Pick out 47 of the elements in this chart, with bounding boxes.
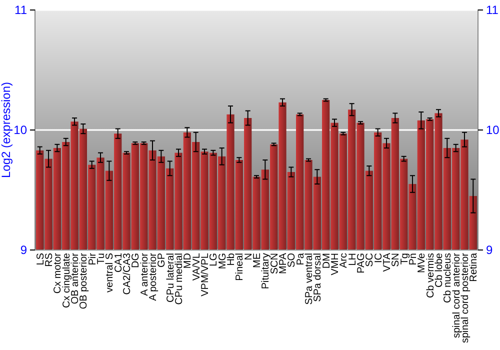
x-tick-label: SO: [286, 252, 298, 268]
x-tick-label: OB posterior: [78, 252, 90, 310]
y2-tick-label: 10: [486, 122, 500, 137]
x-tick-label: N: [243, 253, 254, 260]
x-tick-label: LS: [35, 252, 46, 266]
x-tick-label: Hb: [226, 252, 237, 266]
x-tick-label: SPa dorsal: [312, 253, 324, 302]
x-tick-label: PAG: [356, 252, 367, 274]
x-tick-label: MVe: [416, 252, 428, 274]
y-tick-label: 10: [14, 122, 28, 137]
x-tick-label: Cb lobe: [434, 252, 445, 288]
x-tick-label: LH: [347, 253, 358, 266]
x-tick-label: ventral S: [104, 252, 116, 292]
x-tick-label: Arc: [338, 253, 350, 268]
x-tick-label: RS: [44, 252, 56, 267]
x-tick-label: ME: [252, 252, 263, 268]
x-tick-label: Pituitary: [260, 253, 272, 290]
x-tick-label: GP: [156, 252, 168, 268]
y2-tick-label: 9: [486, 242, 493, 257]
x-tick-label: IC: [373, 253, 384, 263]
x-tick-label: CA1: [113, 252, 124, 272]
x-tick-label: DG: [130, 252, 142, 268]
x-tick-label: Tg: [399, 253, 410, 265]
x-tick-label: Pn: [408, 253, 419, 266]
x-tick-label: SC: [364, 253, 376, 267]
x-tick-label: Pineal: [234, 253, 246, 281]
x-tick-label: SCN: [269, 253, 280, 274]
x-tick-label: spinal cord anterior: [451, 252, 462, 338]
y2-tick-label: 11: [486, 2, 499, 17]
x-tick-label: DM: [321, 253, 332, 269]
x-tick-label: A posterior: [148, 252, 160, 301]
x-tick-label: MPA: [278, 252, 289, 274]
x-tick-label: A anterior: [139, 252, 150, 296]
x-tick-label: Pir: [87, 252, 98, 266]
x-tick-label: spinal cord posterior: [460, 252, 471, 344]
x-tick-label: VTA: [382, 252, 393, 272]
x-tick-label: SN: [390, 253, 402, 267]
x-tick-label: VMH: [330, 253, 341, 276]
y-axis-title: Log2 (expression): [0, 82, 13, 178]
x-tick-label: Cb nucleus: [442, 253, 454, 304]
y-tick-label: 9: [20, 242, 28, 257]
x-tick-label: Cx cingulate: [61, 252, 72, 308]
x-tick-label: Retina: [468, 252, 480, 282]
y-tick-label: 11: [14, 2, 28, 17]
x-tick-label: Pa: [295, 252, 306, 266]
x-tick-label: SPa ventral: [304, 253, 315, 305]
x-tick-label: LG: [208, 252, 220, 266]
